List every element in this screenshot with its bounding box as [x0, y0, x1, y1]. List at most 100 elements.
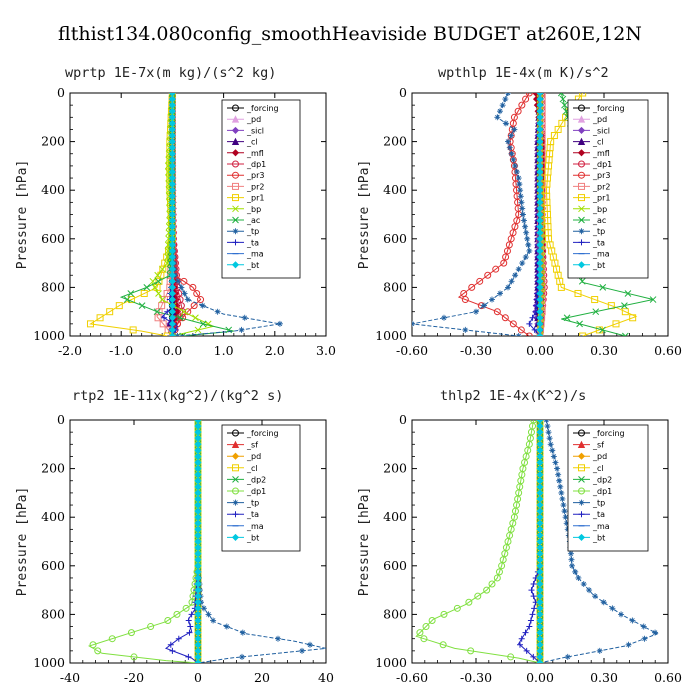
series-point-tp: [199, 302, 206, 309]
legend-marker: [577, 137, 586, 146]
series-point-dp1: [498, 562, 506, 570]
series-point-tp: [561, 508, 568, 515]
series-point-pr3: [505, 241, 513, 249]
y-tick-label: 200: [41, 134, 65, 149]
x-tick-label: 2.0: [265, 343, 285, 358]
y-tick-label: 0: [57, 412, 65, 427]
series-point-pr1: [629, 314, 637, 322]
legend-marker: [231, 115, 240, 123]
series-point-ta: [185, 653, 192, 660]
series-point-tp: [299, 647, 305, 654]
series-point-tp: [517, 187, 524, 194]
series-point-pr1: [163, 332, 171, 336]
series-point-dp1: [173, 610, 181, 618]
series-point-pr1: [129, 326, 137, 334]
series-point-tp: [640, 623, 647, 630]
legend-label: _bt: [592, 261, 605, 270]
series-point-tp: [497, 108, 503, 115]
series-point-pr1: [621, 308, 629, 316]
series-group: [87, 420, 326, 663]
legend-marker: [577, 115, 586, 123]
series-point-pr3: [484, 271, 492, 279]
series-point-pr1: [554, 125, 562, 133]
series-point-tp: [625, 641, 632, 648]
legend-label: _forcing: [592, 104, 625, 113]
series-point-pr3: [522, 95, 530, 103]
legend-marker: [232, 160, 239, 168]
series-point-dp1: [127, 629, 135, 637]
legend-marker: [578, 487, 585, 495]
y-tick-label: 200: [383, 461, 407, 476]
series-point-pr1: [579, 93, 587, 97]
legend-marker: [578, 476, 585, 483]
series-point-tp: [562, 514, 569, 521]
legend-label: _bp: [592, 205, 607, 214]
legend-marker: [232, 104, 239, 112]
x-tick-label: 1.0: [214, 343, 234, 358]
series-point-tp: [239, 629, 246, 636]
series-point-ta: [167, 641, 174, 648]
series-point-pr3: [476, 277, 484, 285]
series-point-dp1: [147, 623, 155, 631]
legend-label: _pd: [246, 115, 261, 124]
x-tick-label: 0.60: [654, 343, 682, 358]
series-point-pr3: [197, 296, 205, 304]
legend-label: _sicl: [246, 126, 264, 135]
legend-marker: [578, 239, 585, 246]
series-point-ac: [649, 296, 657, 303]
legend-marker: [578, 104, 585, 112]
series-point-tp: [549, 447, 556, 454]
x-tick-label: 0.60: [654, 670, 682, 685]
series-point-dp1: [495, 568, 503, 576]
series-point-tp: [515, 175, 522, 182]
legend-label: _bp: [246, 205, 261, 214]
series-point-tp: [524, 235, 531, 242]
series-point-tp: [497, 290, 503, 297]
legend-label: _ac: [592, 216, 606, 225]
series-point-tp: [241, 314, 248, 321]
series-group: [412, 93, 657, 336]
series-point-ta: [522, 629, 529, 636]
series-point-tp: [558, 489, 565, 496]
y-axis-label: Pressure [hPa]: [15, 160, 30, 270]
legend-label: _dp2: [592, 475, 612, 484]
series-point-tp: [519, 211, 526, 218]
y-tick-label: 800: [383, 606, 407, 621]
legend-label: _dp2: [246, 475, 266, 484]
legend-label: _cl: [246, 138, 258, 147]
series-point-tp: [175, 278, 182, 285]
series-point-ac: [592, 308, 600, 316]
series-point-pr1: [612, 320, 620, 328]
series-point-ac: [138, 302, 146, 309]
legend-label: _forcing: [592, 429, 625, 438]
series-point-tp: [569, 562, 575, 569]
series-point-dp1: [467, 647, 475, 655]
series-point-ac: [225, 326, 233, 334]
series-point-tp: [546, 435, 553, 442]
y-tick-label: 600: [41, 558, 65, 573]
series-point-tp: [522, 223, 529, 230]
series-point-ac: [176, 314, 184, 322]
series-point-ac: [578, 277, 586, 285]
legend-label: _tp: [246, 499, 259, 508]
series-point-pr2: [154, 314, 162, 322]
series-point-tp: [441, 314, 447, 321]
series-point-tp: [505, 138, 511, 145]
legend-marker: [231, 126, 240, 134]
legend-label: _pr2: [592, 182, 610, 191]
series-point-bp: [158, 296, 166, 303]
series-point-ta: [526, 623, 533, 630]
series-point-tp: [568, 556, 575, 563]
legend-marker: [577, 533, 586, 541]
series-point-ta: [530, 653, 537, 660]
series-point-tp: [181, 290, 188, 297]
legend-marker: [578, 499, 585, 506]
legend-marker: [232, 182, 239, 190]
series-point-dp1: [182, 604, 190, 612]
legend-label: _pr1: [592, 194, 610, 203]
series-point-pr1: [574, 289, 582, 297]
legend-label: _sf: [246, 441, 258, 450]
legend-marker: [231, 533, 240, 541]
y-tick-label: 200: [41, 461, 65, 476]
legend-label: _dp1: [246, 487, 266, 496]
